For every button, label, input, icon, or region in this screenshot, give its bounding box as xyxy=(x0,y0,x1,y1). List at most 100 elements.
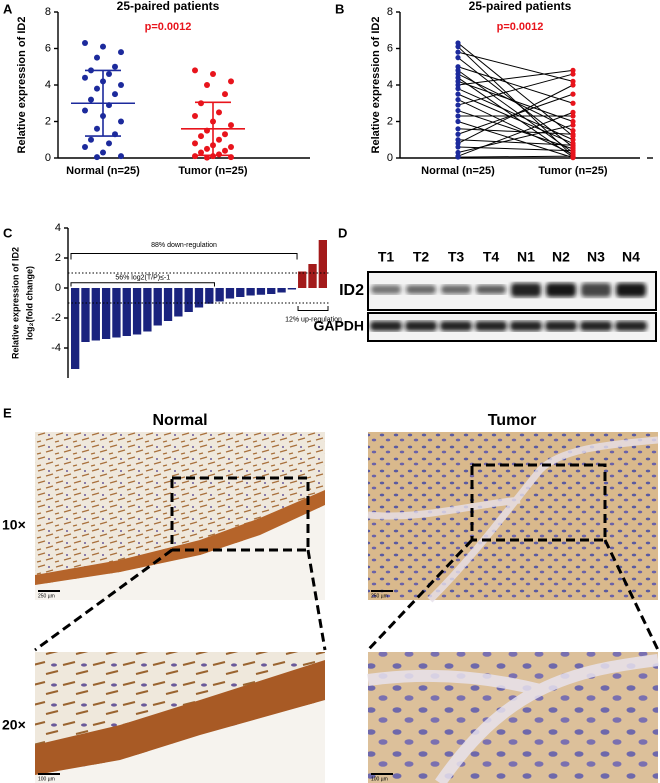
bar xyxy=(71,288,80,369)
dot xyxy=(216,151,222,158)
dot xyxy=(570,137,576,143)
blot-band xyxy=(371,285,401,294)
dot xyxy=(455,55,461,61)
dot xyxy=(88,96,94,103)
dot xyxy=(198,133,204,140)
dot xyxy=(192,113,198,120)
pair-line xyxy=(457,51,574,82)
dot xyxy=(210,71,216,78)
pair-line xyxy=(457,66,574,104)
scale-bar-label: 250 µm xyxy=(38,593,55,599)
dot xyxy=(455,140,461,146)
dot xyxy=(94,125,100,132)
scale-bar-label: 250 µm xyxy=(371,593,388,599)
column-label: Normal xyxy=(152,412,207,429)
scale-bar xyxy=(371,773,393,775)
dot xyxy=(192,67,198,74)
x-tick-label: Normal (n=25) xyxy=(66,165,140,177)
blot-band xyxy=(475,321,507,331)
dot xyxy=(192,140,198,147)
dot xyxy=(82,40,88,47)
y-tick-label: 4 xyxy=(55,222,61,234)
bar xyxy=(174,288,183,317)
dot xyxy=(570,118,576,125)
lumen xyxy=(35,700,325,783)
blot-row-label: GAPDH xyxy=(313,318,364,334)
dot xyxy=(570,82,576,88)
lane-label: T2 xyxy=(413,249,430,265)
bar xyxy=(298,271,307,288)
dot xyxy=(192,153,198,160)
bar xyxy=(318,240,327,288)
panel-letter: A xyxy=(3,1,13,16)
dot xyxy=(570,67,576,73)
annotation: 88% down-regulation xyxy=(151,242,217,249)
bar xyxy=(308,264,317,288)
dot xyxy=(455,75,461,81)
bar xyxy=(277,288,286,293)
bracket xyxy=(70,253,298,260)
blot-band xyxy=(405,321,437,331)
pair-line xyxy=(457,80,574,122)
scale-bar-label: 100 µm xyxy=(38,776,55,782)
zoom-line xyxy=(306,549,327,651)
bar xyxy=(225,288,235,299)
lumen xyxy=(35,505,325,600)
blot-band xyxy=(440,321,472,331)
panel-letter: E xyxy=(3,405,12,420)
dot xyxy=(204,154,210,161)
lane-label: T4 xyxy=(483,249,500,265)
dot xyxy=(100,149,106,156)
panel-letter: D xyxy=(338,225,347,240)
dot xyxy=(570,109,576,115)
row-label: 20× xyxy=(2,717,26,733)
y-axis-label: Relative expression of ID2 xyxy=(370,17,382,154)
dot xyxy=(222,91,228,98)
dot xyxy=(455,154,461,160)
bar xyxy=(153,288,162,326)
dot xyxy=(455,40,461,46)
dot xyxy=(94,85,100,92)
lane-label: T3 xyxy=(448,249,465,265)
lane-label: N1 xyxy=(517,249,535,265)
y-tick-label: 4 xyxy=(45,79,51,91)
bar xyxy=(91,288,100,341)
dot xyxy=(455,49,461,55)
y-tick-label: 2 xyxy=(387,115,393,127)
dot xyxy=(455,113,461,119)
dot xyxy=(118,153,124,160)
pair-line xyxy=(457,84,574,144)
x-tick-label: Tumor (n=25) xyxy=(538,165,608,177)
ihc-normal-20x xyxy=(35,652,325,783)
bar xyxy=(184,288,193,312)
dot xyxy=(118,49,124,56)
dot xyxy=(455,107,461,114)
dot xyxy=(100,43,106,50)
bar xyxy=(256,288,266,295)
dot xyxy=(455,78,461,84)
dot xyxy=(106,71,112,78)
bar xyxy=(163,288,173,321)
blot-band xyxy=(615,321,647,331)
blot-band xyxy=(581,283,611,297)
pair-line xyxy=(457,73,574,132)
panel-letter: C xyxy=(3,225,13,240)
blot-band xyxy=(370,321,402,331)
annotation: 12% up-regulation xyxy=(285,316,342,323)
lane-label: N4 xyxy=(622,249,640,265)
bar xyxy=(112,288,121,338)
dot xyxy=(222,131,228,138)
blot-band xyxy=(441,285,471,294)
bar xyxy=(132,288,142,335)
bar xyxy=(236,288,245,297)
dot xyxy=(82,107,88,114)
dot xyxy=(570,122,576,128)
blot-band xyxy=(511,283,541,297)
blot-band xyxy=(616,283,646,297)
annotation: p=0.0012 xyxy=(145,21,192,33)
x-tick-label: Tumor (n=25) xyxy=(178,165,248,177)
dot xyxy=(455,144,461,150)
pair-line xyxy=(457,155,574,158)
lane-label: N2 xyxy=(552,249,570,265)
